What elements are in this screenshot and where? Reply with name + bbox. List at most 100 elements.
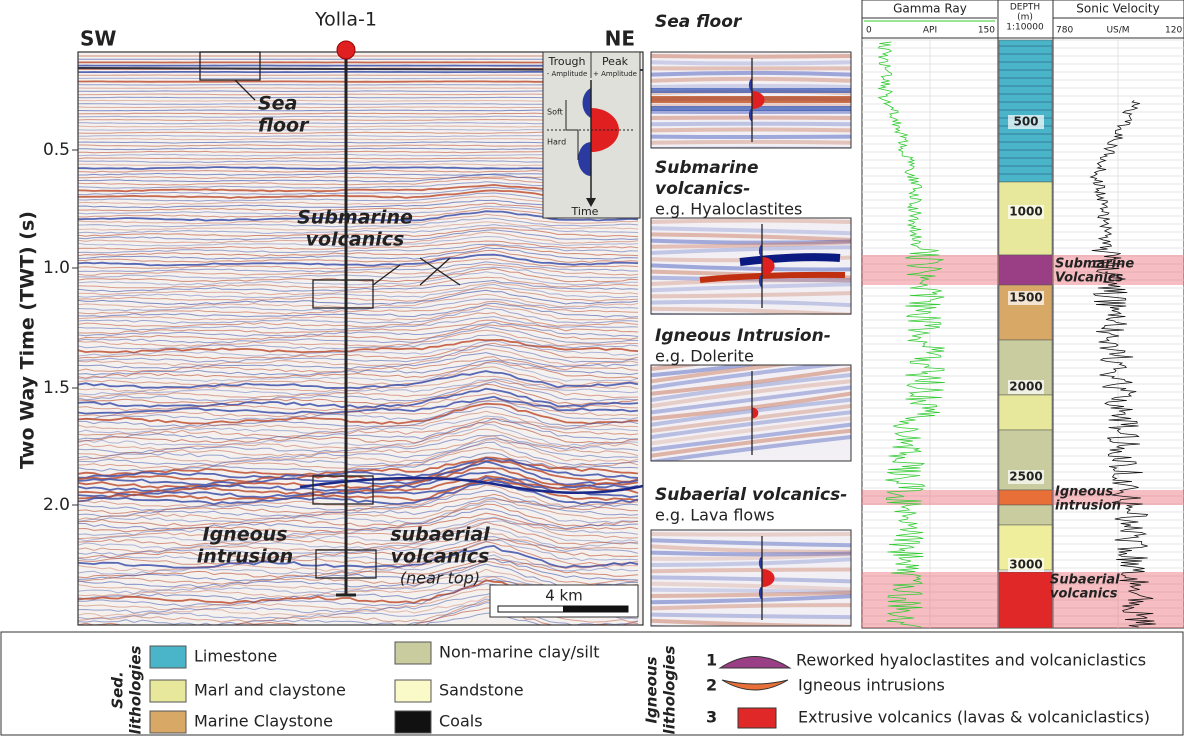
example-band	[651, 315, 851, 319]
direction-label: NE	[605, 27, 635, 51]
scale-bar	[563, 606, 628, 612]
example-band	[651, 142, 851, 143]
legend-title: lithologies	[127, 646, 145, 735]
legend-shape	[738, 708, 776, 728]
zone-label: volcanics	[1050, 587, 1118, 602]
lithology	[999, 490, 1052, 505]
swatch	[395, 680, 431, 702]
example-subtitle: e.g. Hyaloclastites	[655, 200, 802, 219]
zone-label: intrusion	[1055, 499, 1121, 514]
example-band	[651, 129, 851, 130]
log-scale: US/M	[1106, 26, 1129, 36]
log-scale: 150	[978, 26, 995, 36]
scale-label: 4 km	[545, 587, 583, 605]
wavelet-label: Hard	[547, 138, 566, 147]
zone-label: Subaerial	[1050, 573, 1120, 588]
wavelet-label: + Amplitude	[593, 70, 637, 78]
swatch	[150, 646, 186, 668]
legend-title: Sed.	[109, 671, 127, 708]
example-subtitle: e.g. Dolerite	[655, 347, 754, 366]
log-scale: 0	[866, 26, 872, 36]
example-image	[651, 530, 851, 631]
annotation: subaerial	[390, 524, 490, 546]
well-name: Yolla-1	[314, 9, 377, 31]
zone-label: Submarine	[1055, 257, 1134, 272]
log-header: Sonic Velocity	[1076, 2, 1159, 16]
y-axis-title: Two Way Time (TWT) (s)	[17, 211, 39, 469]
legend-item: Coals	[439, 712, 483, 731]
example-title: Igneous Intrusion-	[655, 326, 831, 346]
wavelet-label: Time	[571, 205, 599, 218]
log-scale: API	[923, 26, 937, 36]
example-title: Subaerial volcanics-	[655, 485, 847, 505]
legend-item: Extrusive volcanics (lavas & volcaniclas…	[798, 708, 1150, 727]
y-tick-label: 2.0	[43, 495, 70, 515]
swatch	[395, 711, 431, 733]
example-band	[651, 62, 851, 63]
direction-label: SW	[80, 27, 116, 51]
legend-num: 2	[706, 676, 717, 695]
depth-label: 2000	[1009, 380, 1042, 394]
well-head	[337, 41, 355, 59]
annotation: Igneous	[203, 524, 288, 546]
example-band	[651, 615, 851, 618]
depth-header: DEPTH	[1010, 3, 1040, 13]
zone-label: Igneous	[1055, 485, 1113, 500]
wavelet-label: - Amplitude	[547, 70, 588, 78]
legend-item: Non-marine clay/silt	[439, 643, 600, 662]
depth-label: 3000	[1009, 558, 1042, 572]
lithology	[999, 40, 1052, 182]
lithology	[999, 572, 1052, 628]
lithology	[999, 255, 1052, 285]
example-subtitle: e.g. Lava flows	[655, 506, 775, 525]
annotation: (near top)	[400, 569, 480, 588]
depth-header: 1:10000	[1006, 23, 1044, 33]
example-band	[651, 534, 851, 535]
wavelet-label: Soft	[547, 108, 563, 117]
zone-label: Volcanics	[1055, 271, 1123, 286]
y-tick-label: 1.5	[43, 378, 70, 398]
swatch	[150, 680, 186, 702]
legend-num: 3	[706, 708, 717, 727]
example-title: Submarine	[655, 158, 759, 178]
depth-label: 500	[1013, 115, 1038, 129]
annotation: Sea	[258, 93, 297, 115]
example-image	[651, 218, 851, 319]
swatch	[395, 642, 431, 664]
lithology	[999, 395, 1052, 430]
wavelet-label: Trough	[547, 55, 585, 68]
lithology	[999, 505, 1052, 525]
figure: SW NE Yolla-1 Two Way Time (TWT) (s) 0.5 1.0 1…	[0, 0, 1184, 736]
log-scale: 780	[1056, 26, 1073, 36]
example-band	[651, 627, 851, 631]
legend-item: Reworked hyaloclastites and volcaniclast…	[796, 651, 1146, 670]
legend-item: Sandstone	[439, 681, 524, 700]
example-image	[651, 52, 851, 149]
band	[651, 96, 851, 103]
legend-title: Igneous	[643, 656, 661, 723]
example-title: volcanics-	[655, 179, 750, 199]
example-band	[651, 56, 851, 57]
example-title: Sea floor	[655, 12, 743, 32]
y-tick-label: 1.0	[43, 258, 70, 278]
annotation: intrusion	[197, 546, 293, 568]
legend-item: Igneous intrusions	[798, 676, 945, 695]
wavelet-label: Peak	[602, 55, 629, 68]
annotation: volcanics	[306, 229, 405, 251]
annotation: floor	[258, 115, 310, 137]
legend-item: Limestone	[194, 647, 277, 666]
depth-label: 1500	[1009, 291, 1042, 305]
example-band	[651, 73, 851, 75]
example-band	[651, 220, 851, 222]
legend-item: Marine Claystone	[194, 712, 333, 731]
annotation: Submarine	[297, 207, 413, 229]
depth-label: 2500	[1009, 470, 1042, 484]
depth-header: (m)	[1017, 13, 1033, 23]
legend-title: lithologies	[661, 646, 679, 735]
y-tick-label: 0.5	[43, 140, 70, 160]
legend-item: Marl and claystone	[194, 681, 346, 700]
legend-num: 1	[706, 651, 717, 670]
example-band	[651, 570, 851, 572]
annotation: volcanics	[391, 546, 490, 568]
log-header: Gamma Ray	[893, 2, 967, 16]
